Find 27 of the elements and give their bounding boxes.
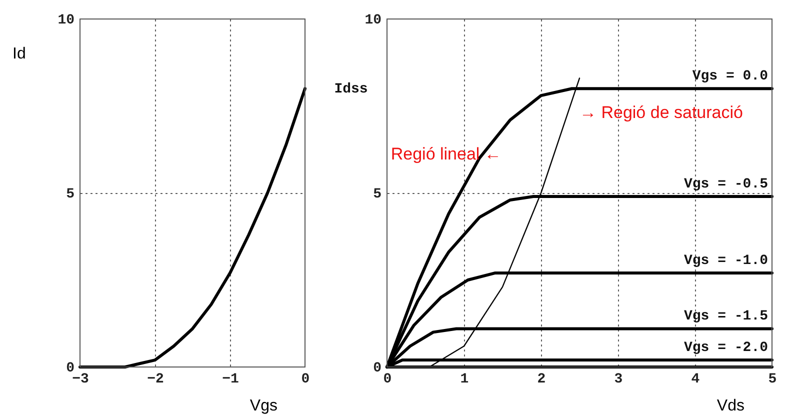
x-tick-label: 5 [768, 372, 777, 388]
y-tick-label: 10 [58, 12, 74, 28]
series-label: Vgs = -1.0 [684, 253, 768, 270]
y-tick-label: 0 [373, 360, 382, 376]
y-tick-label: 5 [373, 186, 382, 202]
x-tick-label: 4 [691, 372, 700, 388]
x-tick-label: 2 [537, 372, 546, 388]
x-tick-label: 0 [301, 372, 310, 388]
y-tick-label: 0 [66, 360, 74, 376]
x-tick-label: −1 [222, 372, 239, 388]
x-axis-title: Vds [716, 398, 744, 414]
x-tick-label: 3 [614, 372, 623, 388]
y-tick-label: 10 [364, 12, 382, 28]
annotation: Regió lineal ← [390, 144, 502, 164]
annotation: → Regió de saturació [580, 102, 743, 122]
x-tick-label: −2 [147, 372, 164, 388]
series-label: Vgs = 0.0 [692, 68, 768, 85]
series-label: Vgs = -1.5 [684, 308, 768, 325]
series-label: Vgs = -0.5 [684, 176, 768, 192]
text: Idss [334, 82, 368, 98]
x-tick-label: 1 [460, 372, 469, 388]
x-tick-label: 0 [383, 372, 392, 388]
series-label: Vgs = -2.0 [684, 340, 768, 356]
x-tick-label: −3 [72, 372, 89, 388]
y-tick-label: 5 [66, 186, 74, 202]
x-axis-title: Vgs [250, 398, 278, 414]
y-axis-title: Id [12, 46, 26, 62]
